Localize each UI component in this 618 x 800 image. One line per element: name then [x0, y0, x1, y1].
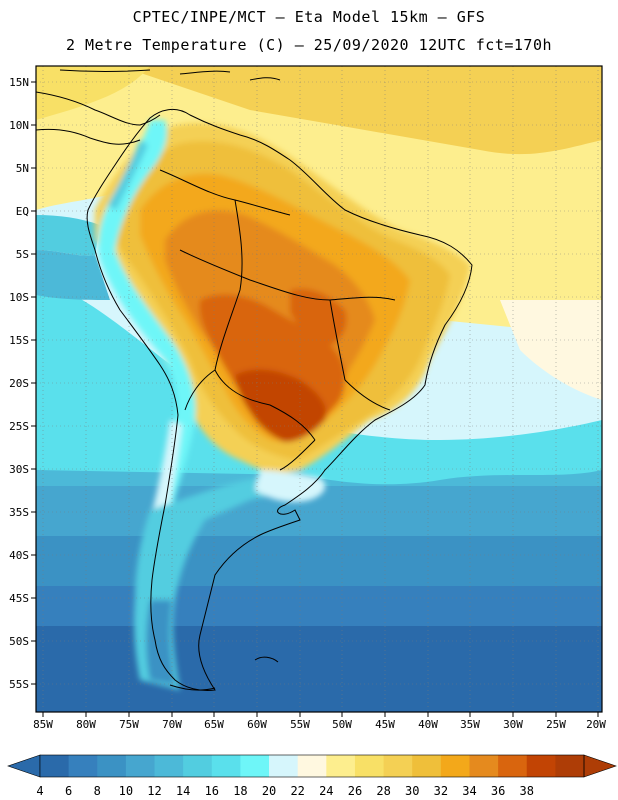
lat-label: 25S: [9, 420, 29, 433]
colorbar: [7, 754, 617, 778]
map-title-line1: CPTEC/INPE/MCT – Eta Model 15km – GFS: [132, 8, 486, 26]
colorbar-segment: [154, 755, 184, 777]
colorbar-tick-label: 26: [348, 784, 362, 798]
lon-label: 50W: [332, 718, 352, 731]
colorbar-segment: [68, 755, 98, 777]
lon-label: 30W: [503, 718, 523, 731]
lon-label: 80W: [76, 718, 96, 731]
lat-label: EQ: [16, 205, 29, 218]
colorbar-segment: [183, 755, 213, 777]
lon-label: 25W: [546, 718, 566, 731]
colorbar-segment: [412, 755, 442, 777]
colorbar-border: [39, 754, 585, 778]
lat-label: 35S: [9, 506, 29, 519]
colorbar-segment: [297, 755, 327, 777]
colorbar-tick-label: 4: [36, 784, 43, 798]
tierra-del-fuego: [169, 684, 216, 691]
colorbar-tick-label: 18: [233, 784, 247, 798]
map-title-line2: 2 Metre Temperature (C) – 25/09/2020 12U…: [65, 36, 553, 54]
lon-label: 35W: [460, 718, 480, 731]
colorbar-tick-label: 24: [319, 784, 333, 798]
colorbar-segment: [97, 755, 127, 777]
colorbar-segment: [469, 755, 499, 777]
lon-label: 55W: [290, 718, 310, 731]
lat-label: 20S: [9, 377, 29, 390]
colorbar-tick-label: 36: [491, 784, 505, 798]
lon-label: 85W: [33, 718, 53, 731]
colorbar-tick-label: 30: [405, 784, 419, 798]
lat-label: 10N: [9, 119, 29, 132]
lat-labels: 15N 10N 5N EQ 5S 10S 15S 20S 25S 30S 35S…: [9, 76, 29, 691]
lat-label: 15S: [9, 334, 29, 347]
colorbar-tick-label: 16: [205, 784, 219, 798]
country-borders: [159, 169, 396, 471]
caribbean-islands: [59, 69, 281, 81]
lon-label: 70W: [162, 718, 182, 731]
lon-labels: 85W 80W 75W 70W 65W 60W 55W 50W 45W 40W …: [33, 718, 606, 731]
central-america-coast: [36, 91, 161, 126]
colorbar-tick-label: 12: [147, 784, 161, 798]
lon-label: 45W: [375, 718, 395, 731]
colorbar-segment: [269, 755, 299, 777]
colorbar-tick-label: 6: [65, 784, 72, 798]
colorbar-segment: [498, 755, 528, 777]
lat-label: 30S: [9, 463, 29, 476]
lat-label: 10S: [9, 291, 29, 304]
colorbar-tick-label: 34: [462, 784, 476, 798]
lon-label: 65W: [204, 718, 224, 731]
lat-label: 5S: [16, 248, 29, 261]
colorbar-segment: [526, 755, 556, 777]
colorbar-segment: [211, 755, 241, 777]
falklands: [254, 656, 279, 663]
colorbar-tick-label: 28: [376, 784, 390, 798]
lat-label: 40S: [9, 549, 29, 562]
colorbar-arrow-low: [7, 754, 41, 778]
colorbar-segment: [440, 755, 470, 777]
colorbar-tick-label: 20: [262, 784, 276, 798]
lon-label: 20W: [586, 718, 606, 731]
colorbar-tick-label: 32: [434, 784, 448, 798]
colorbar-segment: [125, 755, 156, 777]
lat-label: 45S: [9, 592, 29, 605]
colorbar-segment: [326, 755, 356, 777]
central-america-coast-south: [36, 128, 141, 145]
map-frame: [35, 65, 603, 713]
colorbar-tick-label: 8: [94, 784, 101, 798]
colorbar-tick-label: 22: [290, 784, 304, 798]
coastlines-borders: [36, 69, 473, 691]
south-america-coastline: [86, 108, 473, 691]
colorbar-tick-label: 38: [520, 784, 534, 798]
lat-label: 55S: [9, 678, 29, 691]
colorbar-segment: [383, 755, 413, 777]
lon-label: 40W: [418, 718, 438, 731]
colorbar-segment: [555, 755, 585, 777]
lon-label: 75W: [119, 718, 139, 731]
axis-ticks: [31, 81, 599, 717]
lat-label: 5N: [16, 162, 29, 175]
colorbar-segment: [40, 755, 70, 777]
colorbar-segment: [240, 755, 270, 777]
colorbar-tick-label: 14: [176, 784, 190, 798]
colorbar-segment: [354, 755, 385, 777]
lon-label: 60W: [247, 718, 267, 731]
map-field: [36, 66, 602, 712]
lat-label: 15N: [9, 76, 29, 89]
lat-label: 50S: [9, 635, 29, 648]
colorbar-tick-label: 10: [119, 784, 133, 798]
colorbar-labels: 4 6 8 10 12 14 16 18 20 22 24 26 28 30 32 34 36 38: [36, 784, 534, 798]
colorbar-arrow-high: [583, 754, 617, 778]
